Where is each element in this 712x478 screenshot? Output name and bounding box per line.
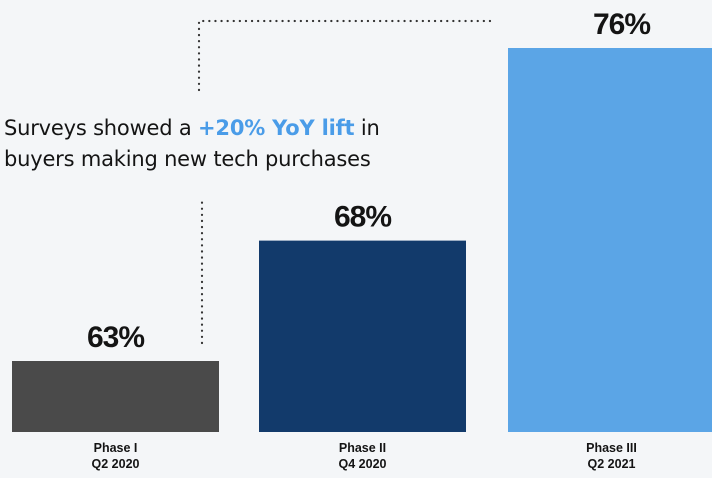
dotted-connectors <box>197 19 497 345</box>
connector-phase-3 <box>197 19 497 92</box>
category-name-phase-1: Phase I <box>94 441 138 455</box>
headline-suffix: in <box>354 116 380 140</box>
headline-line-2: buyers making new tech purchases <box>4 147 371 171</box>
category-name-phase-3: Phase III <box>586 441 637 455</box>
headline: Surveys showed a +20% YoY lift in buyers… <box>4 113 380 175</box>
value-label-phase-1: 63% <box>87 321 144 354</box>
bar-phase-3 <box>508 48 712 432</box>
category-name-phase-2: Phase II <box>339 441 386 455</box>
headline-line-1: Surveys showed a +20% YoY lift in <box>4 113 380 144</box>
bars-group <box>12 48 712 432</box>
bar-phase-1 <box>12 361 219 432</box>
bar-phase-2 <box>259 240 466 432</box>
headline-highlight: +20% YoY lift <box>198 116 355 140</box>
value-label-phase-3: 76% <box>593 8 650 41</box>
category-period-phase-3: Q2 2021 <box>588 457 636 471</box>
category-period-phase-2: Q4 2020 <box>339 457 387 471</box>
labels-group: 63% Phase I Q2 2020 68% Phase II Q4 2020 76% Ph… <box>87 8 651 471</box>
category-period-phase-1: Q2 2020 <box>92 457 140 471</box>
value-label-phase-2: 68% <box>334 201 391 234</box>
headline-prefix: Surveys showed a <box>4 116 199 140</box>
